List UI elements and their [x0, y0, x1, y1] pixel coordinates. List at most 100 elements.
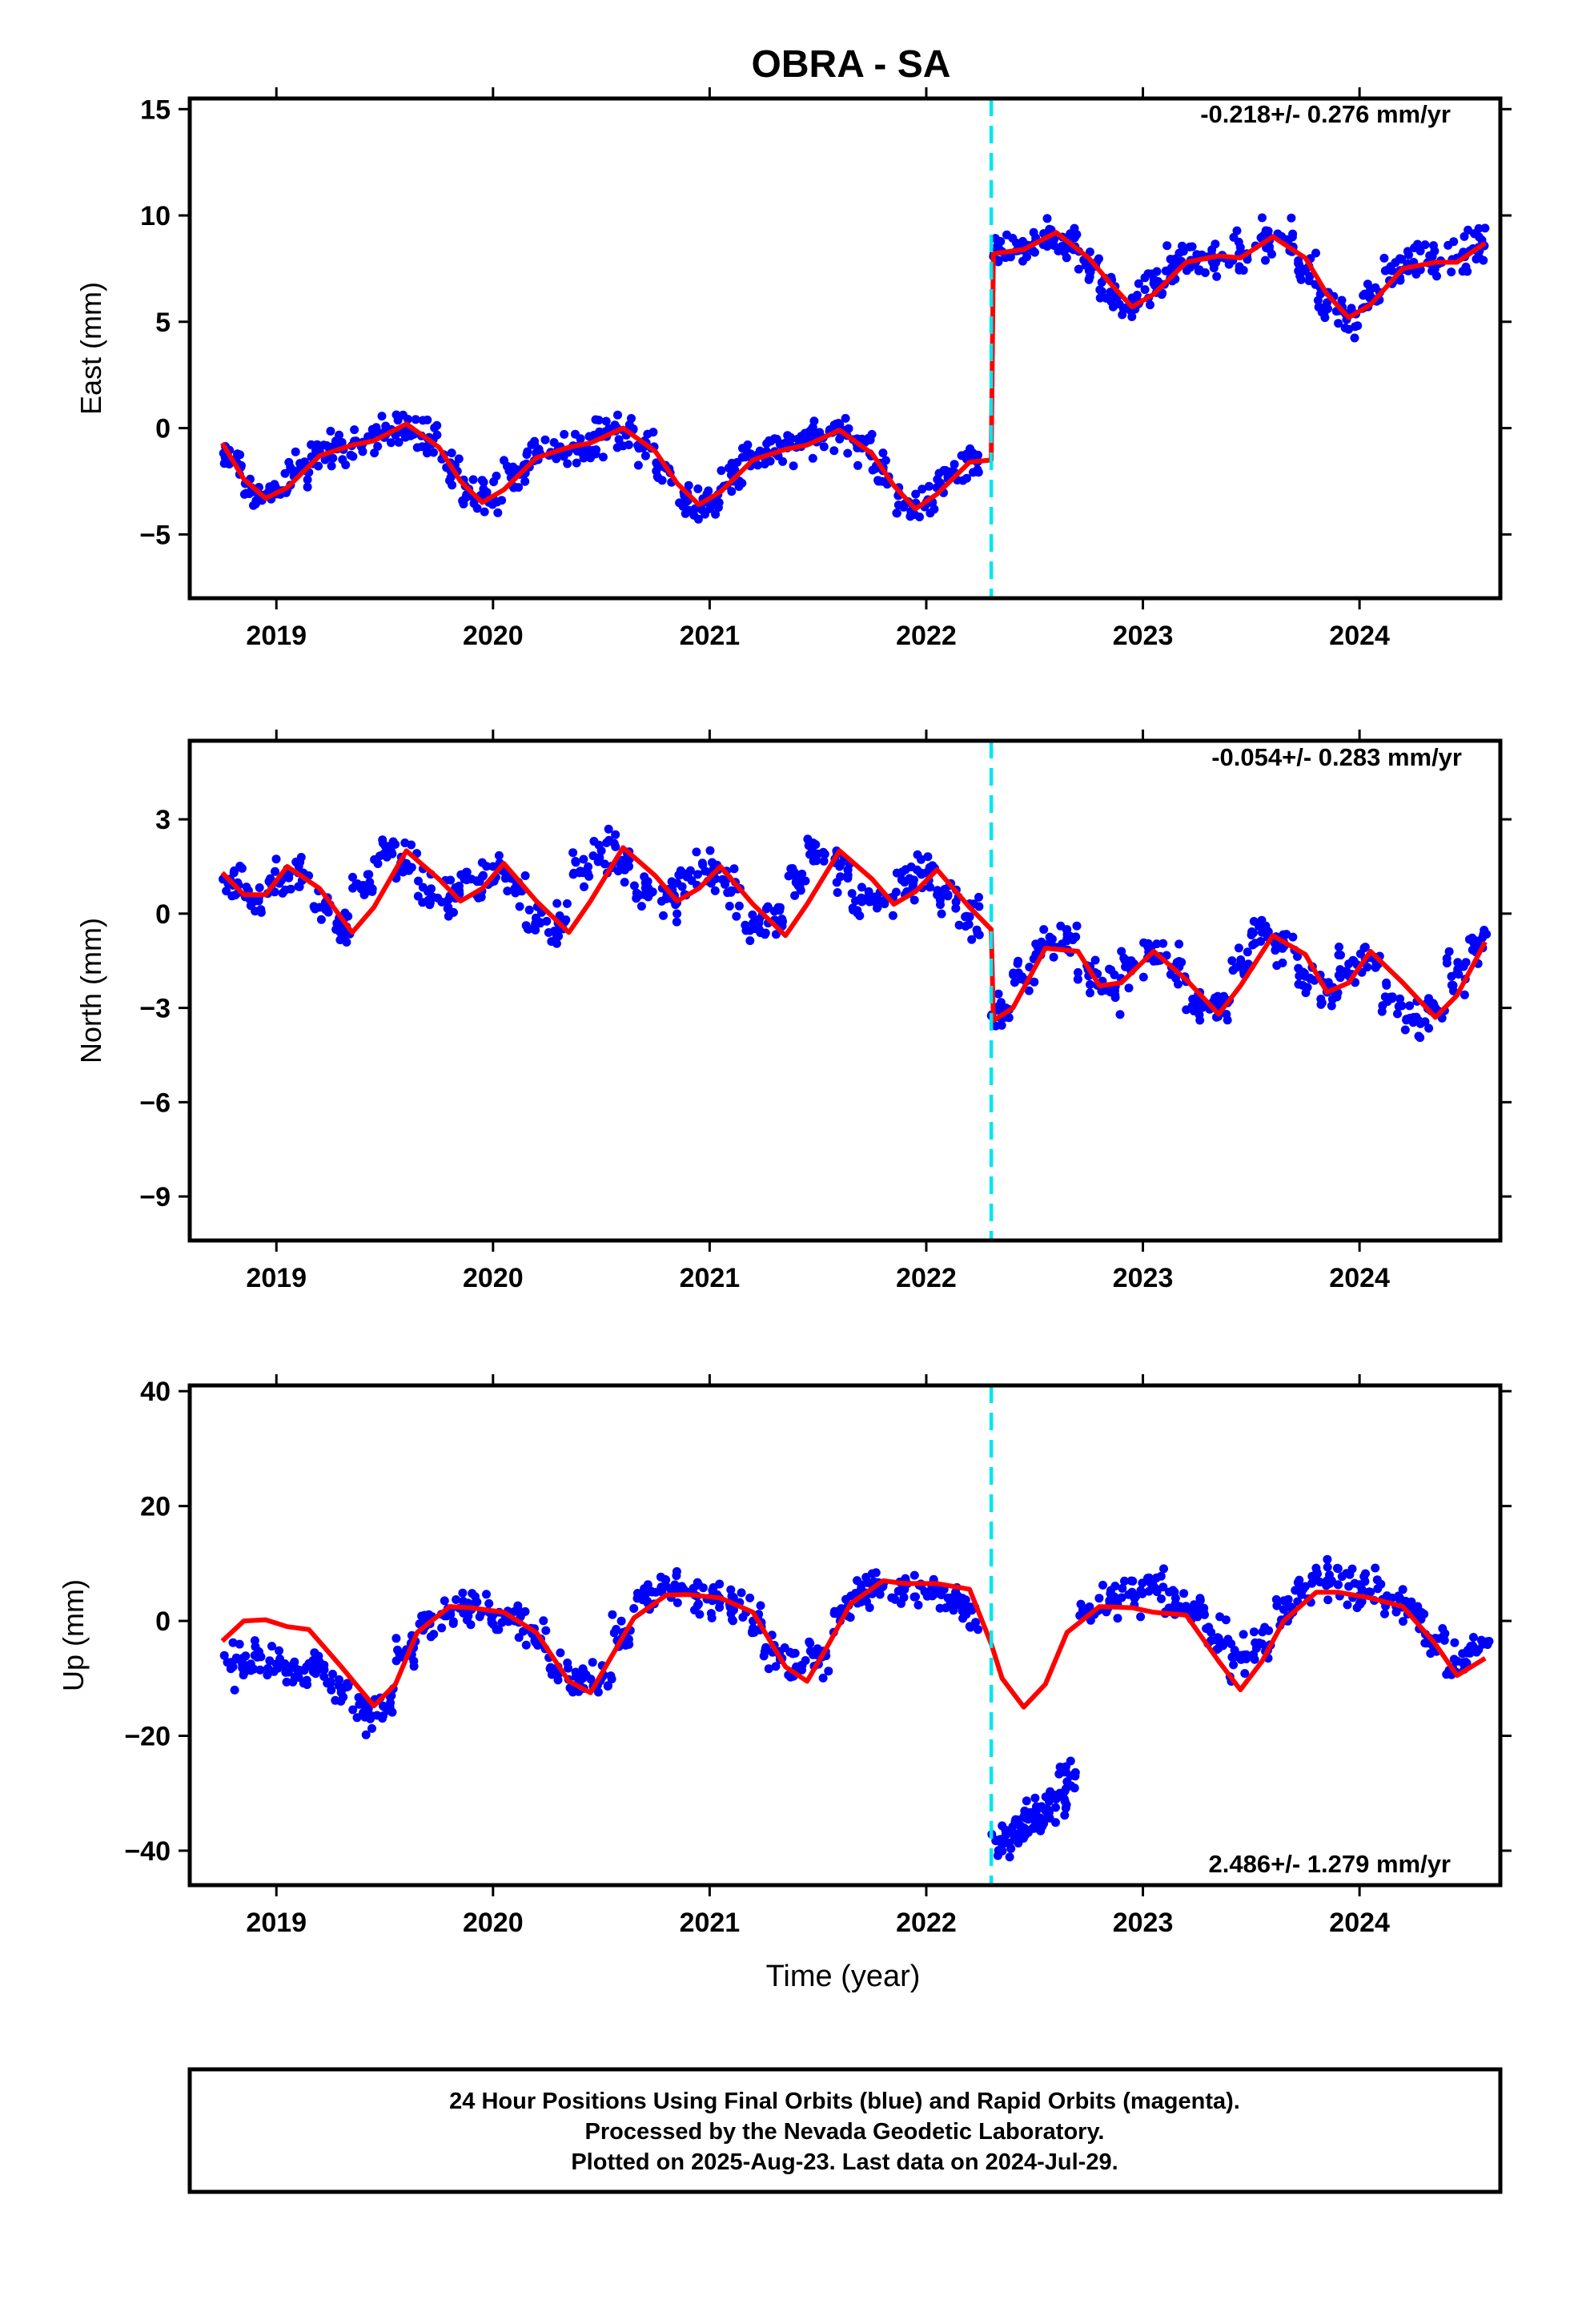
east-data-point [697, 505, 706, 514]
north-data-point [795, 883, 805, 892]
up-data-point [553, 1675, 563, 1685]
up-data-point [1240, 1669, 1250, 1679]
up-panel: 2019 2020 2021 2022 2023 2024 −40 −20 0 20 40 Up (… [57, 1374, 1512, 1938]
east-data-point [363, 432, 373, 441]
north-clipped [219, 741, 1492, 1240]
north-data-point [511, 888, 520, 898]
east-data-point [1391, 258, 1400, 267]
up-data-point [1017, 1823, 1026, 1833]
up-data-point [643, 1580, 652, 1590]
north-data-point [1327, 1001, 1336, 1011]
east-model-line [220, 230, 1487, 512]
up-data-point [230, 1685, 239, 1695]
north-data-point [745, 936, 755, 946]
north-data-point [632, 888, 641, 898]
up-data-point [728, 1615, 737, 1624]
east-data-point [1162, 241, 1172, 251]
east-data-point [311, 446, 320, 456]
up-data-point [1466, 1642, 1476, 1651]
up-data-point [1449, 1655, 1459, 1664]
up-data-point [1094, 1594, 1104, 1603]
up-data-point [1113, 1614, 1122, 1623]
north-data-point [1195, 1015, 1205, 1025]
east-data-point [1379, 253, 1389, 263]
north-data-point [424, 887, 433, 896]
east-data-point [789, 461, 798, 471]
north-data-point [937, 909, 946, 919]
east-clipped [219, 99, 1490, 598]
up-data-point [494, 1625, 504, 1634]
north-data-point [913, 865, 921, 875]
up-data-point [1144, 1573, 1154, 1582]
east-data-point [1427, 251, 1437, 261]
north-data-point [769, 907, 779, 916]
up-data-point [899, 1593, 909, 1602]
north-data-point [1448, 980, 1458, 990]
east-data-point [950, 460, 959, 469]
up-data-point [958, 1614, 968, 1623]
east-data-point [853, 460, 862, 470]
up-data-point [1239, 1630, 1248, 1639]
north-data-point [723, 888, 733, 898]
east-data-point [805, 427, 814, 436]
up-data-point [1070, 1771, 1080, 1781]
up-data-point [551, 1668, 560, 1678]
up-ytick-label: 20 [140, 1492, 171, 1522]
east-data-point [753, 460, 762, 470]
north-data-point [1278, 958, 1287, 967]
up-data-point [379, 1711, 387, 1721]
up-data-point [255, 1665, 265, 1675]
up-data-point [1051, 1803, 1060, 1812]
up-data-point [961, 1595, 970, 1605]
up-data-point [911, 1592, 920, 1602]
up-data-point [391, 1634, 401, 1643]
up-data-point [1005, 1852, 1014, 1862]
north-data-point [520, 871, 530, 880]
north-data-point [242, 883, 251, 892]
up-rate-label: 2.486+/- 1.279 mm/yr [1209, 1850, 1451, 1878]
north-data-point [247, 895, 256, 905]
up-xtick-label: 2019 [246, 1908, 307, 1938]
east-data-point [337, 438, 347, 447]
up-ytick-label: 0 [155, 1606, 171, 1637]
up-data-point [1102, 1607, 1111, 1617]
north-panel: 2019 2020 2021 2022 2023 2024 −9 −6 −3 0 3 North (… [74, 730, 1512, 1293]
north-data-point [1046, 936, 1055, 946]
north-data-point [1460, 990, 1469, 999]
north-data-point [847, 889, 857, 899]
east-xtick-label: 2019 [246, 621, 307, 651]
north-data-point [1166, 970, 1175, 979]
north-data-point [1294, 979, 1303, 989]
up-data-point [607, 1675, 616, 1684]
up-data-point [913, 1600, 923, 1610]
east-data-point [1140, 273, 1150, 283]
up-data-point [737, 1588, 746, 1598]
north-data-point [836, 872, 845, 882]
north-xtick-label: 2023 [1113, 1263, 1174, 1293]
up-data-point [1372, 1575, 1382, 1585]
east-data-point [1207, 245, 1217, 255]
east-ytick-label: 5 [155, 308, 171, 338]
north-data-point [332, 919, 342, 928]
north-data-point [1394, 1002, 1403, 1011]
north-data-point [584, 871, 594, 881]
north-data-point [697, 858, 707, 868]
north-data-point [524, 905, 534, 915]
north-data-point [1014, 968, 1023, 978]
east-data-point [713, 503, 723, 513]
east-data-point [1430, 264, 1439, 274]
up-data-point [482, 1590, 491, 1599]
north-data-point [407, 840, 416, 850]
east-rate-label: -0.218+/- 0.276 mm/yr [1200, 100, 1451, 128]
north-data-point [754, 919, 764, 928]
up-data-point [672, 1571, 681, 1581]
east-data-point [881, 456, 890, 465]
east-data-point [549, 438, 559, 447]
north-data-point [503, 887, 512, 896]
east-data-point [1057, 242, 1066, 251]
up-data-point [1117, 1593, 1126, 1602]
up-data-point [715, 1602, 725, 1612]
north-data-point [1270, 939, 1279, 948]
east-data-point [1182, 266, 1191, 275]
up-plot-content [219, 1385, 1494, 1885]
